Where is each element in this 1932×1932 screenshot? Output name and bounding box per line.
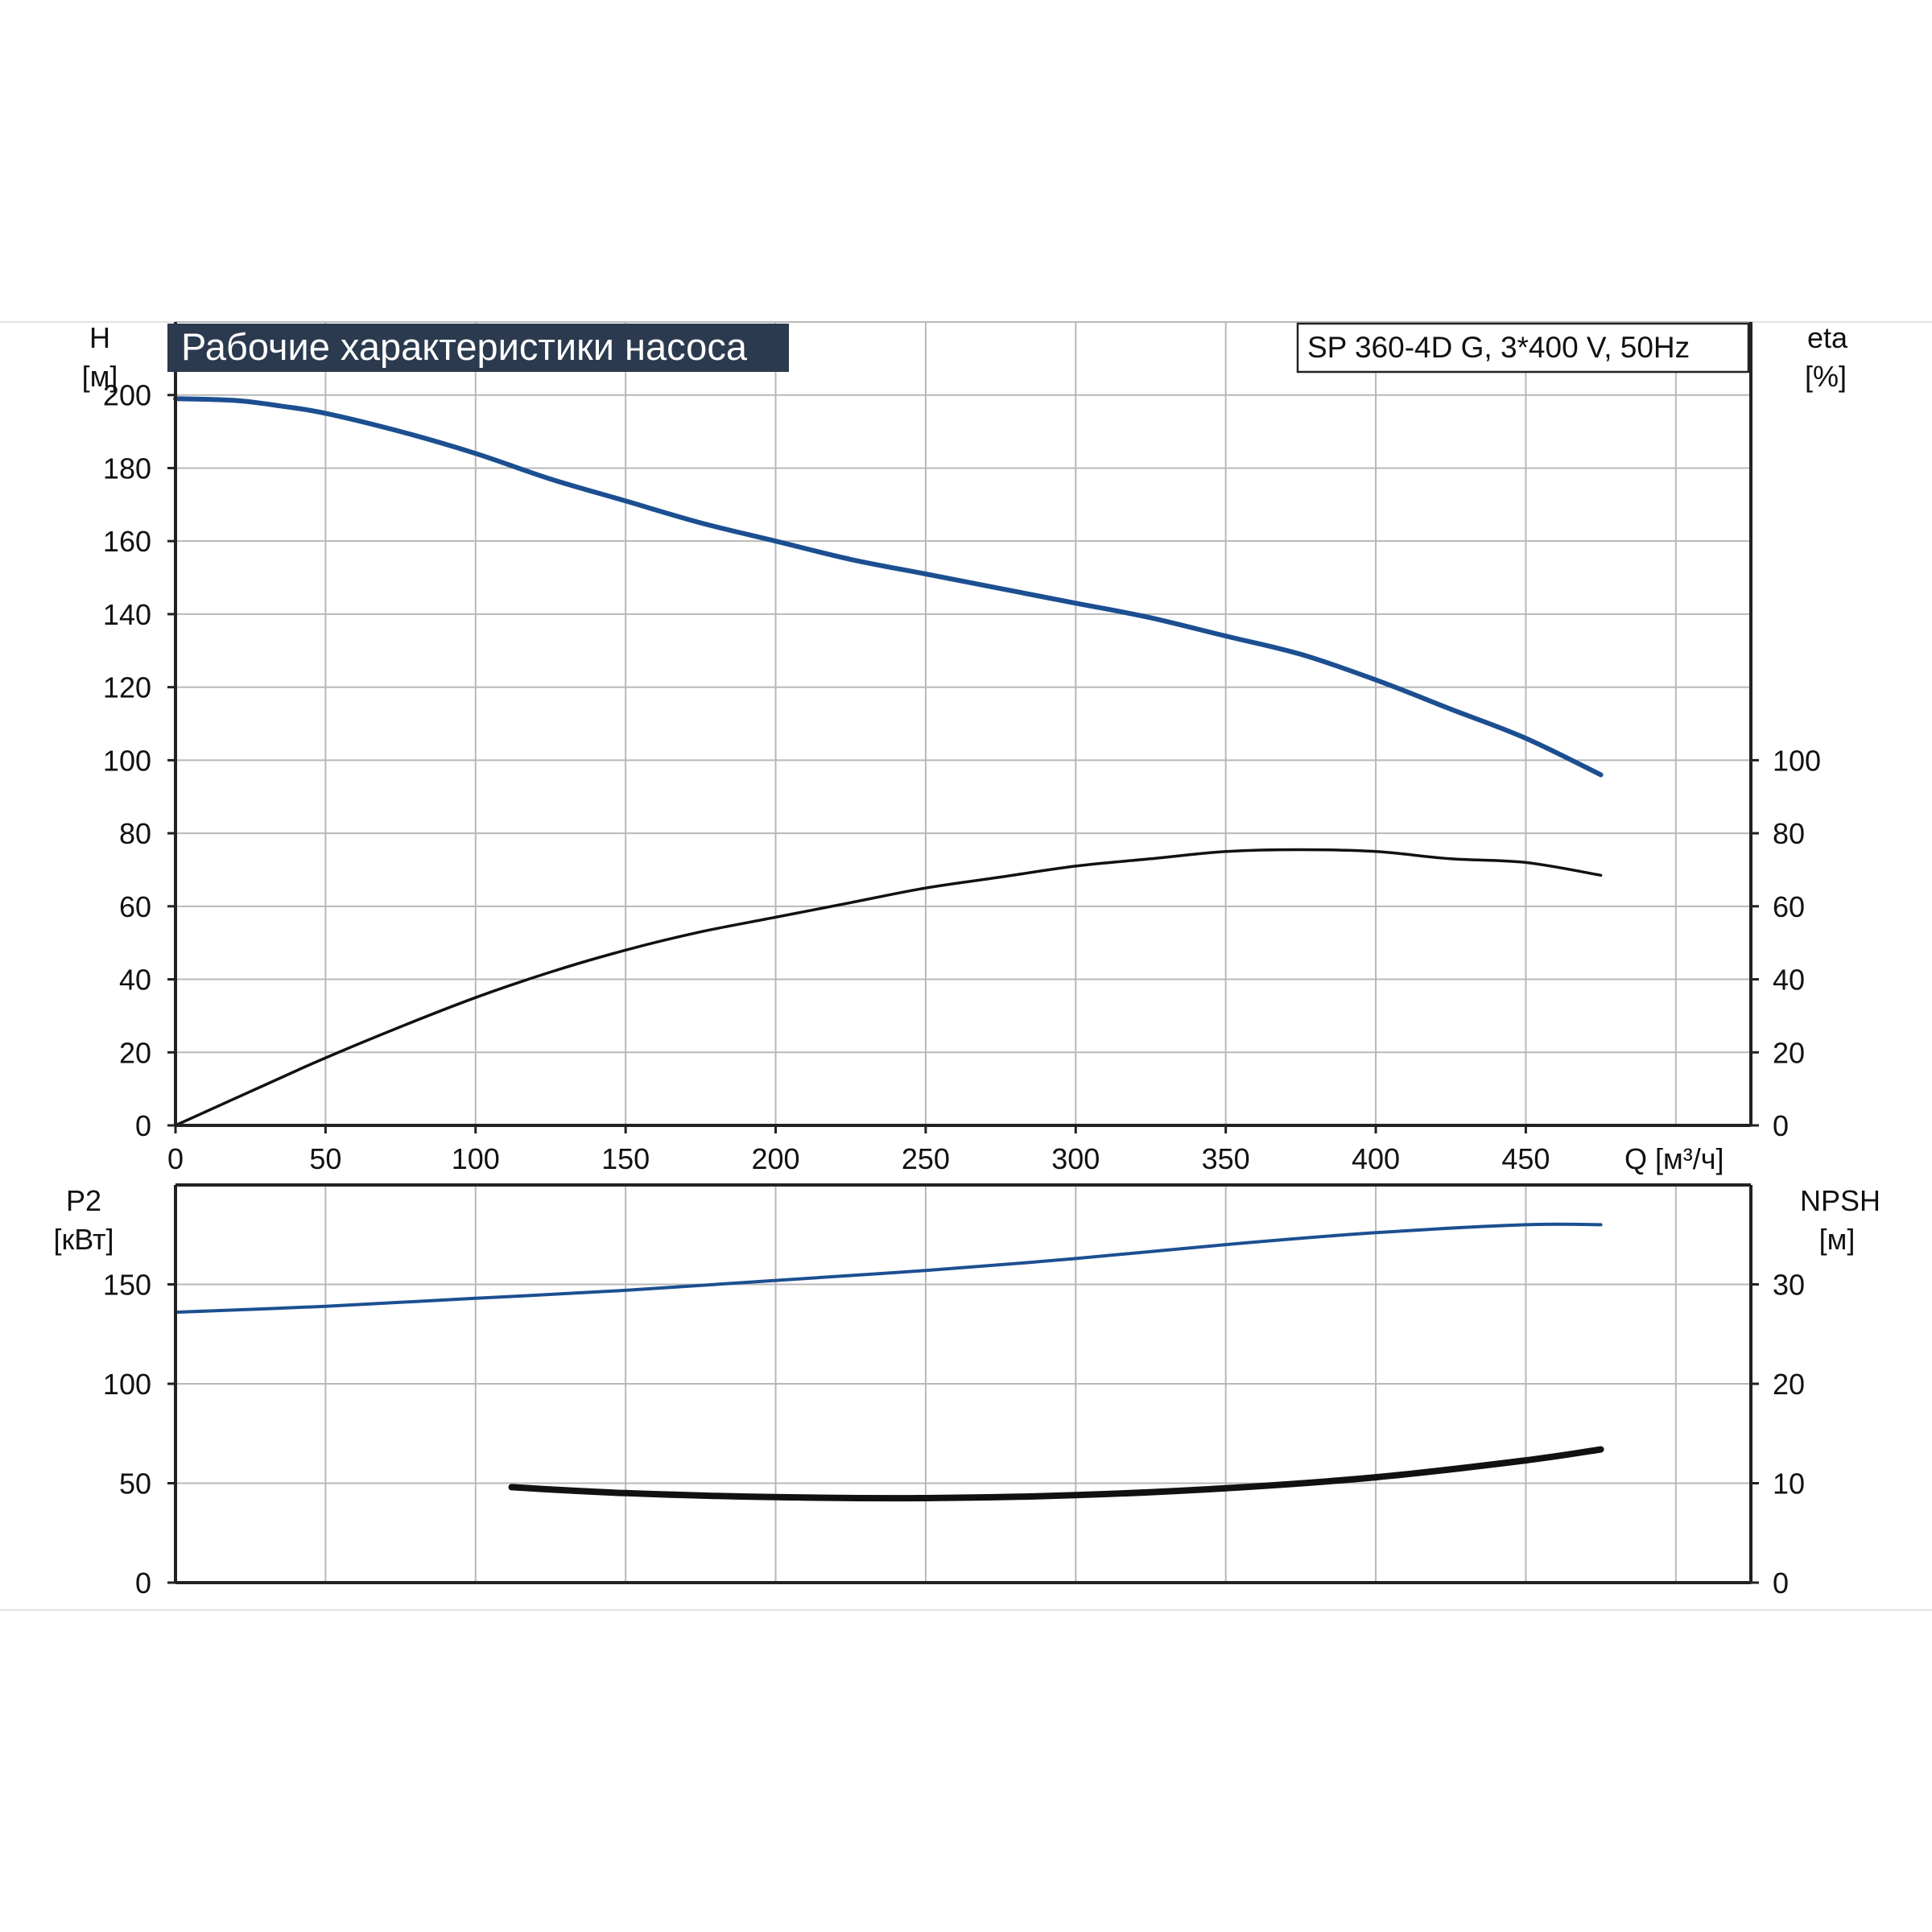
head-axis-tick-label: 180 — [103, 452, 151, 485]
x-tick-label: 150 — [601, 1142, 650, 1175]
power-curve — [174, 1222, 1603, 1315]
model-label-box — [1296, 322, 1750, 374]
head-axis-tick-label: 200 — [103, 379, 151, 412]
chart-title-box — [167, 324, 789, 372]
power-axis-unit: [кВт] — [53, 1223, 114, 1256]
head-axis-title: H — [89, 321, 110, 354]
npsh-curve — [508, 1446, 1604, 1502]
x-tick-label: 250 — [902, 1142, 950, 1175]
npsh-axis-tick-label: 30 — [1773, 1269, 1805, 1302]
model-label: SP 360-4D G, 3*400 V, 50Hz — [1307, 331, 1690, 364]
head-axis-tick-label: 120 — [103, 671, 151, 704]
head-axis-tick-label: 80 — [119, 817, 151, 850]
efficiency-curve — [174, 848, 1603, 1127]
upper-grid — [175, 321, 1751, 1125]
x-tick-label: 400 — [1352, 1142, 1400, 1175]
head-axis-unit: [м] — [82, 360, 118, 393]
upper-series — [173, 396, 1604, 1127]
head-axis-tick-label: 40 — [119, 964, 151, 997]
head-axis-tick-label: 140 — [103, 598, 151, 631]
head-axis-tick-label: 20 — [119, 1036, 151, 1069]
x-tick-label: 200 — [751, 1142, 799, 1175]
npsh-axis-tick-label: 20 — [1773, 1368, 1805, 1401]
x-tick-label: 300 — [1051, 1142, 1100, 1175]
head-axis-tick-label: 0 — [135, 1109, 151, 1142]
efficiency-axis-tick-label: 20 — [1773, 1036, 1805, 1069]
efficiency-axis-tick-label: 80 — [1773, 817, 1805, 850]
lower-series — [174, 1222, 1604, 1502]
chart-title: Рабочие характеристики насоса — [181, 325, 748, 368]
x-tick-label: 50 — [309, 1142, 341, 1175]
x-tick-label: 0 — [167, 1142, 184, 1175]
head-axis-tick-label: 160 — [103, 525, 151, 558]
npsh-axis-tick-label: 10 — [1773, 1468, 1805, 1501]
x-tick-label: 350 — [1202, 1142, 1250, 1175]
efficiency-axis-unit: [%] — [1805, 360, 1847, 393]
power-axis-tick-label: 150 — [103, 1269, 151, 1302]
efficiency-axis-tick-label: 100 — [1773, 744, 1821, 777]
head-axis-tick-label: 100 — [103, 744, 151, 777]
efficiency-axis-tick-label: 40 — [1773, 964, 1805, 997]
power-axis-tick-label: 100 — [103, 1368, 151, 1401]
npsh-axis-unit: [м] — [1819, 1223, 1856, 1256]
head-axis-tick-label: 60 — [119, 890, 151, 923]
power-axis-tick-label: 50 — [119, 1468, 151, 1501]
efficiency-axis-tick-label: 60 — [1773, 890, 1805, 923]
flow-axis-label: Q [м³/ч] — [1624, 1142, 1724, 1175]
x-tick-label: 450 — [1501, 1142, 1550, 1175]
power-axis-tick-label: 0 — [135, 1567, 151, 1600]
head-curve — [173, 396, 1604, 778]
power-axis-title: P2 — [66, 1184, 101, 1217]
upper-axes: 0 50 100 150 200 250 300 350 400 4500204060801001… — [103, 322, 1821, 1175]
lower-axes: 0 50 100 150 0 10 20 30 — [103, 1183, 1805, 1600]
x-tick-label: 100 — [452, 1142, 500, 1175]
efficiency-axis-tick-label: 0 — [1773, 1109, 1789, 1142]
efficiency-axis-title: eta — [1807, 321, 1848, 354]
npsh-axis-title: NPSH — [1800, 1184, 1880, 1217]
npsh-axis-tick-label: 0 — [1773, 1567, 1789, 1600]
lower-grid — [175, 1184, 1751, 1583]
